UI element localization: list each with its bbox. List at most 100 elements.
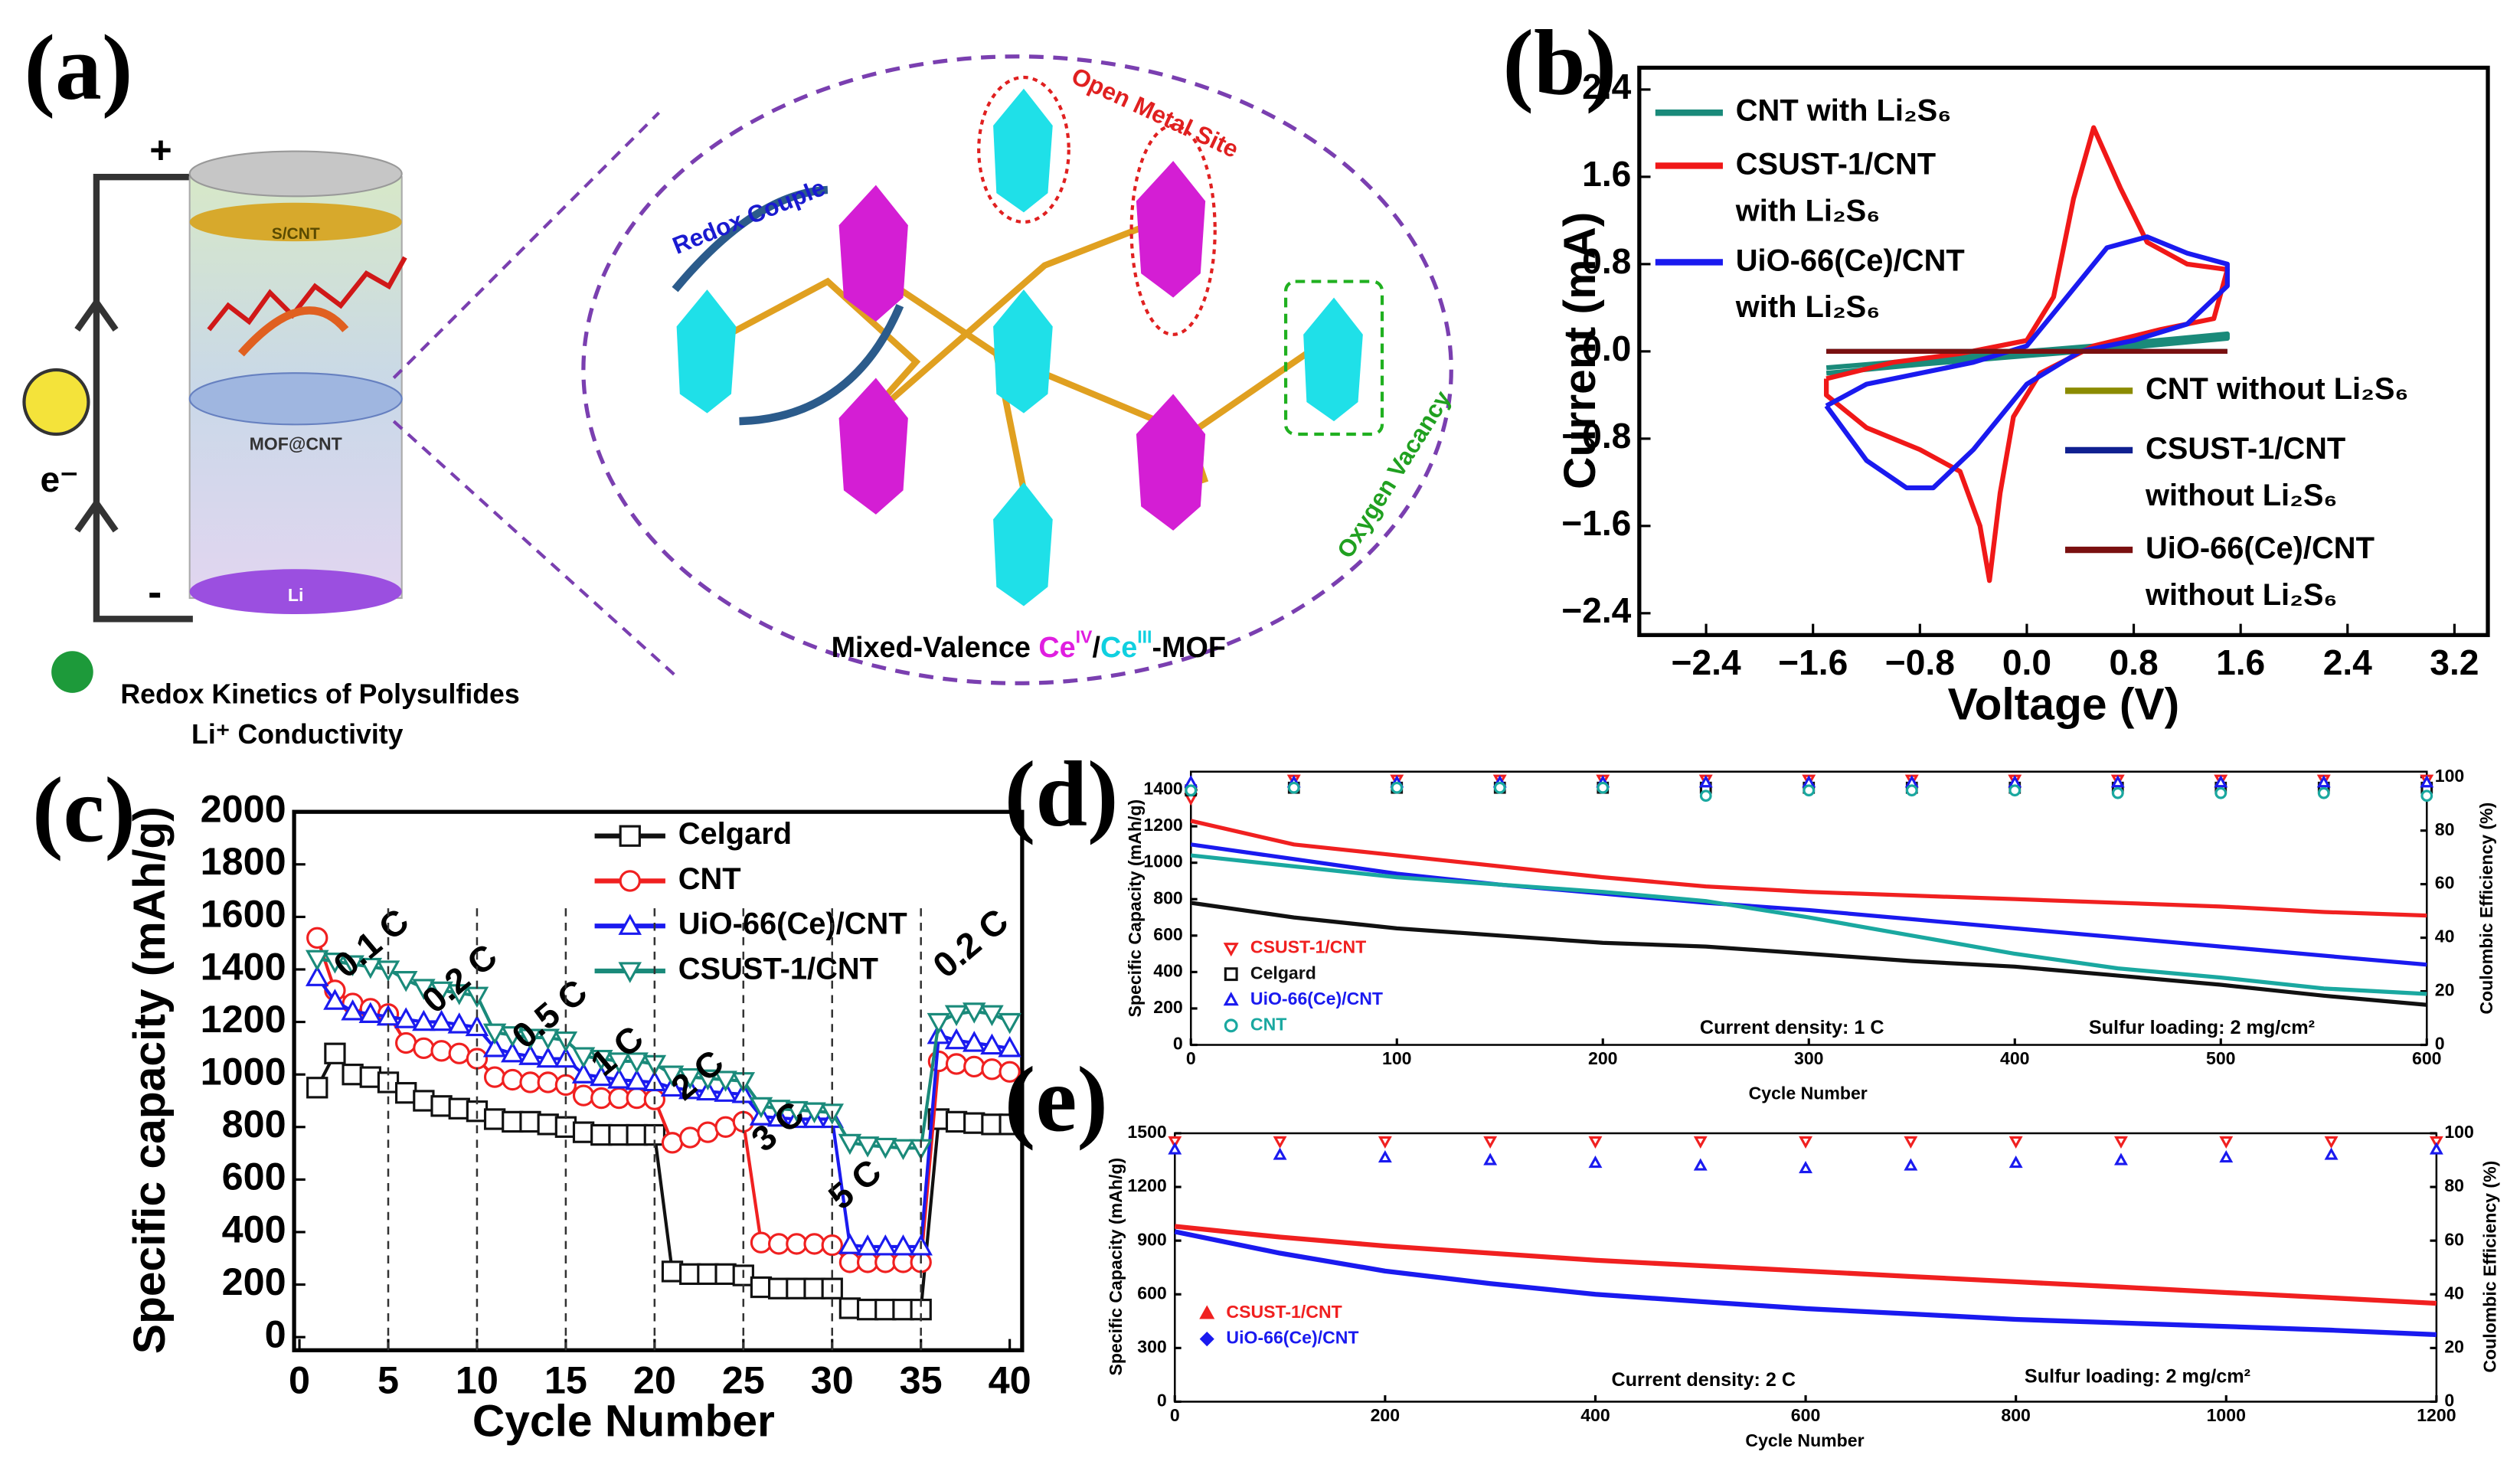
panel-label: (e) bbox=[1005, 1048, 1108, 1151]
marker bbox=[2008, 1136, 2023, 1149]
annotation: 5 C bbox=[821, 1151, 888, 1217]
marker bbox=[608, 1087, 630, 1110]
marker bbox=[660, 1075, 685, 1097]
caption-text: Mixed-Valence bbox=[832, 632, 1039, 664]
marker bbox=[678, 1077, 702, 1100]
zoom-line bbox=[392, 420, 676, 677]
marker bbox=[749, 1097, 773, 1119]
marker bbox=[714, 1071, 737, 1092]
x-tick-label: 200 bbox=[1371, 1405, 1401, 1425]
marker bbox=[803, 1233, 825, 1255]
marker bbox=[2324, 1136, 2339, 1149]
y-tick-label: 600 bbox=[222, 1155, 286, 1198]
current-arrows bbox=[74, 296, 119, 533]
marker bbox=[590, 1049, 613, 1071]
marker bbox=[395, 1031, 417, 1054]
marker bbox=[1168, 1136, 1182, 1149]
marker bbox=[342, 1064, 364, 1086]
legend-label: Celgard bbox=[1250, 963, 1316, 982]
x-tick-label: 0 bbox=[1170, 1405, 1180, 1425]
marker bbox=[838, 1251, 861, 1273]
legend-label: CSUST-1/CNT bbox=[1226, 1302, 1342, 1322]
panel-a-diagram: (a) + - e⁻ S/CNT MOF@CNT Li Redox Couple… bbox=[22, 17, 1456, 750]
marker bbox=[323, 953, 347, 974]
marker bbox=[944, 1028, 969, 1050]
marker bbox=[519, 1071, 541, 1093]
y2-tick-label: 80 bbox=[2435, 819, 2455, 839]
x-tick-label: 1000 bbox=[2207, 1405, 2246, 1425]
marker bbox=[482, 1023, 507, 1045]
marker bbox=[927, 1012, 951, 1035]
marker bbox=[306, 927, 328, 949]
y-tick-label: 900 bbox=[1137, 1229, 1167, 1249]
marker bbox=[358, 1002, 383, 1023]
marker bbox=[856, 1251, 879, 1273]
marker bbox=[1698, 775, 1713, 788]
marker bbox=[518, 1028, 542, 1050]
marker bbox=[2111, 786, 2124, 799]
annotation: 0.2 C bbox=[414, 936, 505, 1021]
y-tick-label: 1400 bbox=[1143, 779, 1182, 799]
marker bbox=[1168, 1142, 1182, 1155]
marker bbox=[1483, 1152, 1498, 1165]
x-tick-label: 0.0 bbox=[2002, 642, 2051, 682]
marker bbox=[697, 1121, 719, 1143]
marker bbox=[501, 1041, 525, 1063]
marker bbox=[998, 1012, 1021, 1035]
marker bbox=[607, 1067, 631, 1089]
series-line bbox=[1190, 819, 2427, 918]
marker bbox=[714, 1116, 737, 1138]
x-tick-label: 20 bbox=[633, 1358, 676, 1401]
y-tick-label: 0 bbox=[265, 1312, 286, 1355]
zoom-line bbox=[392, 111, 661, 379]
marker bbox=[536, 1028, 560, 1050]
y-tick-label: 0.0 bbox=[1582, 329, 1631, 368]
marker bbox=[714, 1263, 737, 1286]
marker bbox=[2429, 1142, 2443, 1155]
marker bbox=[394, 971, 418, 992]
y2-tick-label: 60 bbox=[2435, 873, 2455, 893]
marker bbox=[1391, 781, 1404, 794]
legend-marker bbox=[1223, 943, 1239, 957]
y-axis-title: Specific Capacity (mAh/g) bbox=[1125, 799, 1145, 1018]
ce4-node bbox=[838, 185, 908, 322]
marker bbox=[963, 1112, 985, 1134]
legend-line: with Li₂S₆ bbox=[1735, 290, 1881, 324]
x-tick-label: 3.2 bbox=[2430, 642, 2479, 682]
marker bbox=[2420, 789, 2433, 803]
polysulfide-chain bbox=[207, 256, 407, 332]
marker bbox=[732, 1264, 754, 1286]
legend-marker bbox=[1223, 992, 1239, 1006]
marker bbox=[661, 1260, 684, 1283]
y-tick-label: 1200 bbox=[201, 997, 286, 1041]
marker bbox=[1378, 1149, 1392, 1163]
y2-tick-label: 40 bbox=[2435, 927, 2455, 946]
marker bbox=[874, 1234, 897, 1256]
anode-layer bbox=[189, 569, 402, 615]
plot-frame bbox=[292, 809, 1025, 1352]
x-tick-label: 200 bbox=[1588, 1048, 1618, 1068]
x-tick-label: 0 bbox=[1186, 1048, 1196, 1068]
thumb-icon bbox=[51, 651, 93, 693]
marker bbox=[927, 1022, 951, 1044]
ce3-node bbox=[993, 482, 1053, 606]
marker bbox=[980, 1033, 1004, 1055]
legend-marker bbox=[619, 870, 641, 892]
marker bbox=[537, 1113, 559, 1136]
marker bbox=[1904, 1136, 1918, 1149]
marker bbox=[1287, 781, 1300, 794]
y-tick-label: −2.4 bbox=[1561, 590, 1631, 630]
marker bbox=[341, 999, 364, 1021]
marker bbox=[892, 1298, 914, 1321]
annotation: Sulfur loading: 2 mg/cm² bbox=[2025, 1366, 2250, 1388]
marker bbox=[305, 965, 329, 986]
battery-top bbox=[188, 150, 403, 198]
panel-label: (a) bbox=[24, 17, 132, 119]
legend-line: CSUST-1/CNT bbox=[2146, 431, 2354, 465]
marker bbox=[519, 1110, 541, 1133]
y2-tick-label: 100 bbox=[2435, 766, 2465, 786]
annotation: Current density: 1 C bbox=[1700, 1017, 1884, 1038]
marker bbox=[838, 1133, 862, 1156]
marker bbox=[678, 1067, 702, 1090]
